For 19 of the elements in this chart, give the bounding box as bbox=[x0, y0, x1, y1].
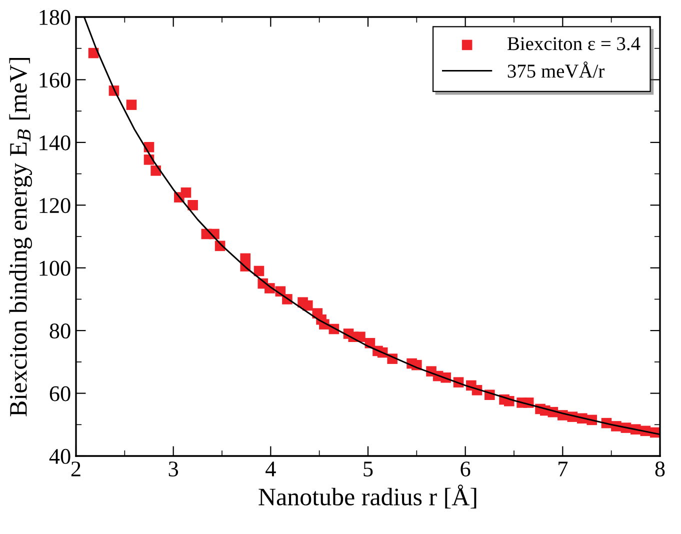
y-tick-label: 140 bbox=[40, 135, 70, 150]
x-tick-label: 8 bbox=[655, 462, 665, 476]
y-tick-label: 160 bbox=[40, 72, 70, 88]
y-tick-label: 100 bbox=[40, 260, 70, 276]
y-tick-label: 180 bbox=[40, 10, 70, 25]
y-tick-label: 120 bbox=[40, 198, 70, 214]
y-tick-label: 60 bbox=[50, 386, 70, 402]
x-tick-label: 2 bbox=[71, 462, 80, 476]
y-tick-label: 80 bbox=[50, 324, 70, 338]
y-axis-title: Biexciton binding energy E$_{B}$ [meV] bbox=[9, 58, 32, 416]
x-tick-label: 7 bbox=[558, 462, 568, 476]
x-tick-label: 3 bbox=[168, 462, 178, 476]
legend-label: Biexciton ε = 3.4 bbox=[507, 37, 640, 50]
x-axis-title: Nanotube radius r [Å] bbox=[258, 484, 476, 509]
x-tick-label: 4 bbox=[266, 462, 276, 476]
x-tick-label: 5 bbox=[364, 462, 373, 476]
y-tick-label: 40 bbox=[49, 448, 70, 464]
x-tick-label: 6 bbox=[460, 462, 470, 476]
legend-label: 375 meVÅ/r bbox=[508, 62, 605, 78]
